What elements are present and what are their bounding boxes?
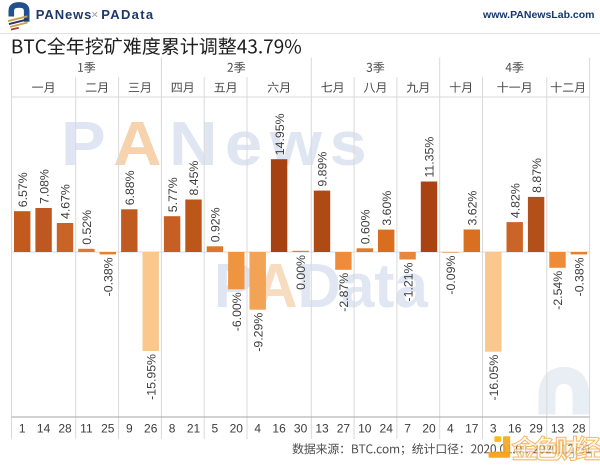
svg-text:26: 26 [144,422,158,436]
svg-text:16: 16 [508,422,522,436]
svg-text:10: 10 [358,422,372,436]
svg-text:-0.38%: -0.38% [573,257,587,296]
svg-text:11: 11 [80,422,93,436]
svg-text:25: 25 [101,422,115,436]
svg-text:-9.29%: -9.29% [251,313,265,352]
svg-text:3.60%: 3.60% [380,191,394,226]
svg-text:0.92%: 0.92% [209,207,223,242]
svg-text:8.87%: 8.87% [530,158,544,193]
svg-text:PAData: PAData [101,7,154,22]
svg-text:13: 13 [551,422,565,436]
svg-text:1: 1 [19,422,26,436]
svg-text:6.57%: 6.57% [16,172,30,207]
svg-text:17: 17 [465,422,479,436]
svg-text:4: 4 [447,422,454,436]
svg-text:www.PANewsLab.com: www.PANewsLab.com [482,9,594,21]
svg-text:9: 9 [126,422,133,436]
svg-text:0.00%: 0.00% [294,255,308,290]
svg-text:-15.95%: -15.95% [144,354,158,400]
svg-text:4.67%: 4.67% [59,184,73,219]
svg-text:-6.00%: -6.00% [230,292,244,331]
svg-text:-0.09%: -0.09% [444,256,458,295]
svg-text:-16.05%: -16.05% [487,355,501,401]
svg-text:20: 20 [230,422,244,436]
svg-text:-2.87%: -2.87% [337,273,351,312]
svg-text:29: 29 [529,422,543,436]
svg-text:0.60%: 0.60% [359,209,373,244]
svg-text:16: 16 [272,422,286,436]
svg-text:PANews: PANews [61,109,374,178]
svg-text:0.52%: 0.52% [80,210,94,245]
svg-text:9.89%: 9.89% [316,152,330,187]
svg-text:×: × [91,8,98,22]
svg-text:3.62%: 3.62% [466,191,480,226]
svg-text:14: 14 [37,422,51,436]
svg-text:5.77%: 5.77% [166,177,180,212]
svg-text:24: 24 [380,422,394,436]
svg-text:5: 5 [212,422,219,436]
svg-text:8.45%: 8.45% [187,161,201,196]
svg-text:4.82%: 4.82% [508,183,522,218]
svg-text:7: 7 [404,422,411,436]
svg-text:-2.54%: -2.54% [551,271,565,310]
svg-text:-1.21%: -1.21% [401,262,415,301]
svg-text:7.08%: 7.08% [37,169,51,204]
svg-text:11.35%: 11.35% [423,137,437,178]
svg-text:14.95%: 14.95% [273,113,287,155]
svg-text:13: 13 [315,422,329,436]
svg-text:PANews: PANews [36,7,92,22]
svg-text:4: 4 [254,422,261,436]
svg-text:20: 20 [422,422,436,436]
svg-text:6.88%: 6.88% [123,170,137,205]
svg-text:28: 28 [572,422,586,436]
svg-text:-0.38%: -0.38% [102,257,116,296]
svg-text:28: 28 [58,422,72,436]
svg-text:27: 27 [337,422,351,436]
svg-text:30: 30 [294,422,308,436]
svg-text:3: 3 [490,422,497,436]
svg-text:21: 21 [187,422,201,436]
svg-text:8: 8 [169,422,176,436]
